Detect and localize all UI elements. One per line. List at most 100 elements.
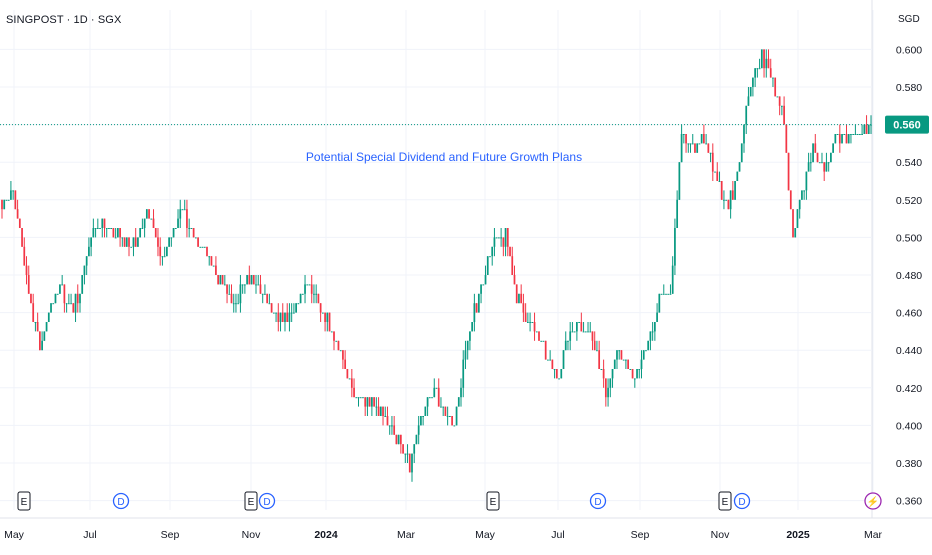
earnings-marker[interactable]: E [17,491,31,511]
candle-body [85,256,88,266]
candle-body [328,312,331,332]
candle-body [375,406,378,408]
candle-body [186,209,188,228]
candle-body [5,199,8,201]
dividend-marker[interactable]: D [733,492,751,510]
candles [1,49,872,482]
candle-body [774,77,777,97]
candle-body [504,228,507,247]
time-tick-label: May [475,529,496,541]
candle-body [65,303,68,305]
candle-body [625,359,627,361]
candle-body [179,209,182,219]
time-axis[interactable]: May Jul Sep Nov 2024 Mar May Jul Sep Nov 2025 Mar [4,529,882,541]
candle-body [239,284,242,304]
candle-body [809,162,812,164]
candle-body [607,387,609,398]
candle-body [393,425,396,435]
price-tick-label: 0.460 [896,308,922,320]
candle-body [353,387,355,398]
candle-body [210,256,213,266]
candle-body [237,303,240,305]
candle-body [778,96,781,106]
candle-body [847,134,850,144]
candle-body [709,152,712,154]
candle-body [235,303,237,305]
candle-body [206,246,208,257]
candle-body [125,237,128,247]
candle-body [834,134,837,144]
dividend-marker[interactable]: D [589,492,607,510]
candle-body [259,284,262,294]
candle-body [743,124,745,144]
price-tick-label: 0.400 [896,420,922,432]
candle-body [174,228,177,229]
candle-body [397,434,400,445]
candle-body [181,209,184,211]
earnings-marker[interactable]: E [486,491,500,511]
event-marker-label: E [722,497,729,508]
candle-body [41,340,43,351]
candle-body [177,218,179,228]
candle-body [596,350,598,352]
last-price-badge [885,115,929,134]
earnings-marker[interactable]: E [244,491,258,511]
event-marker-label: E [248,497,255,508]
candle-body [642,350,645,360]
symbol-title[interactable]: SINGPOST · 1D · SGX [6,14,122,26]
candle-body [197,237,199,247]
candle-body [221,275,224,285]
candle-body [368,397,371,407]
chart-annotation[interactable]: Potential Special Dividend and Future Gr… [306,150,582,164]
candle-body [266,293,269,304]
candle-body [172,228,175,238]
candle-body [16,209,19,219]
candle-body [152,218,155,228]
dividend-marker[interactable]: D [112,492,130,510]
candle-body [339,350,342,352]
candle-body [279,312,282,322]
candle-body [564,340,567,351]
candle-body [863,124,866,134]
candle-body [618,350,621,352]
candle-body [23,246,26,266]
price-axis[interactable]: 0.600 0.580 0.560 0.540 0.520 0.500 0.480 0.460… [885,44,929,508]
candle-body [645,350,647,352]
dividend-marker[interactable]: D [258,492,276,510]
candle-body [217,275,220,285]
candle-body [707,143,710,153]
candle-body [215,265,217,275]
candle-body [647,340,650,351]
news-marker[interactable]: ⚡ [864,492,882,510]
candle-body [440,406,442,408]
candle-body [792,209,794,238]
candle-body [170,237,173,239]
candle-body [223,284,226,286]
candle-body [509,246,511,257]
candle-body [698,143,701,145]
earnings-marker[interactable]: E [718,491,732,511]
candle-body [252,275,255,285]
event-markers[interactable]: E D E D E D E D ⚡ [17,491,882,511]
candle-body [789,190,792,210]
candle-body [59,284,61,294]
candle-body [83,265,86,275]
candle-body [549,359,552,361]
candle-body [687,143,690,145]
candle-body [94,228,97,229]
candle-body [649,331,652,341]
candle-body [248,275,251,285]
candle-body [781,105,783,107]
candle-body [166,246,168,257]
candle-body [54,293,57,304]
candle-body [573,331,576,333]
candle-body [567,340,569,342]
candle-body [703,134,705,144]
candle-body [379,406,382,416]
candle-body [464,350,467,360]
candle-body [422,416,424,417]
candle-body [408,453,411,473]
candle-body [696,143,699,153]
